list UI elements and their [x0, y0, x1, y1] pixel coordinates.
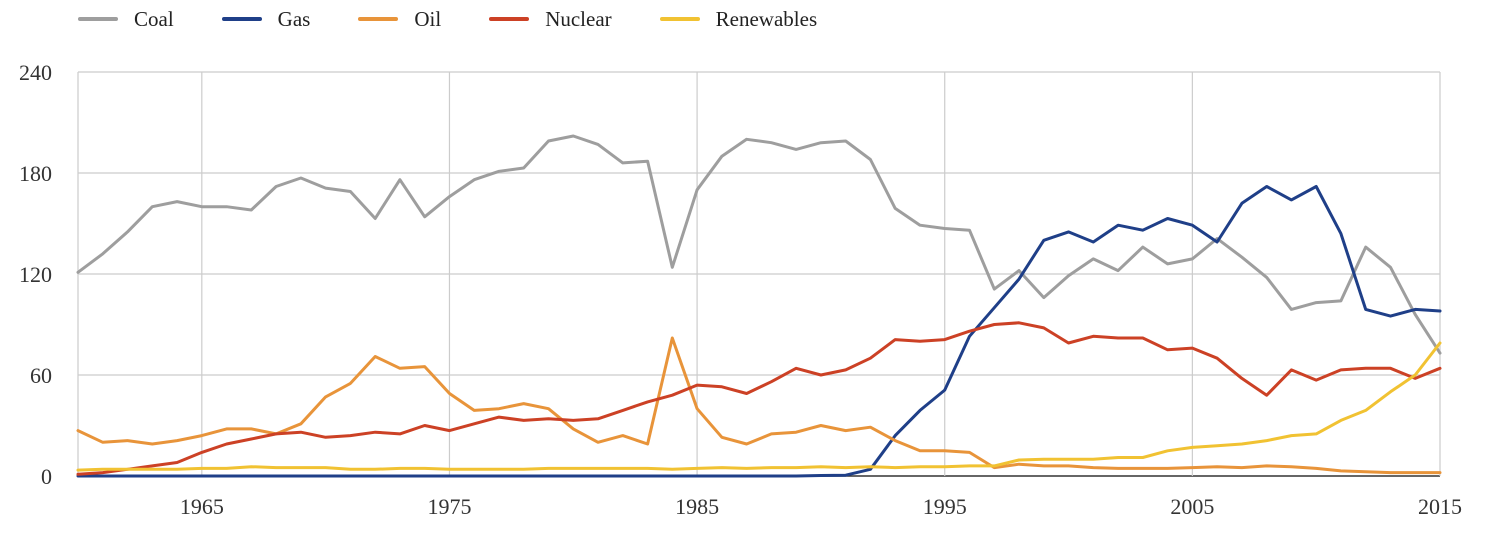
- series-line-oil[interactable]: [76, 336, 1442, 475]
- legend-item-renewables[interactable]: Renewables: [659, 6, 818, 32]
- legend-item-nuclear[interactable]: Nuclear: [489, 6, 612, 32]
- legend-swatch-nuclear: [489, 17, 530, 21]
- x-tick-label-2015: 2015: [1418, 494, 1462, 519]
- y-tick-label-180: 180: [19, 161, 52, 186]
- y-tick-label-0: 0: [41, 464, 52, 489]
- legend-item-coal[interactable]: Coal: [78, 7, 174, 32]
- series-lines: [76, 134, 1442, 478]
- y-tick-label-240: 240: [19, 60, 52, 85]
- x-tick-label-1965: 1965: [180, 494, 224, 519]
- legend-swatch-renewables: [659, 17, 700, 21]
- legend-item-oil[interactable]: Oil: [358, 7, 441, 32]
- legend-label-gas: Gas: [277, 6, 311, 31]
- y-tick-label-120: 120: [19, 262, 52, 287]
- legend-label-oil: Oil: [414, 6, 442, 31]
- series-line-renewables[interactable]: [76, 341, 1442, 472]
- x-tick-label-1985: 1985: [675, 494, 719, 519]
- tick-labels: 0 60 120 180 240 1965 1975 1985 1995 2005 2015: [19, 60, 1462, 519]
- series-line-gas[interactable]: [76, 185, 1442, 478]
- x-tick-label-2005: 2005: [1170, 494, 1214, 519]
- legend-label-coal: Coal: [134, 6, 174, 31]
- legend-label-nuclear: Nuclear: [545, 6, 612, 31]
- grid: [77, 71, 1441, 477]
- x-tick-label-1975: 1975: [427, 494, 471, 519]
- x-tick-label-1995: 1995: [923, 494, 967, 519]
- series-line-coal[interactable]: [76, 134, 1442, 355]
- legend-label-renewables: Renewables: [715, 6, 818, 31]
- y-tick-label-60: 60: [30, 363, 52, 388]
- series-line-nuclear[interactable]: [76, 321, 1442, 476]
- legend-swatch-gas: [221, 17, 262, 21]
- legend-swatch-coal: [78, 17, 118, 21]
- legend-swatch-oil: [358, 17, 399, 21]
- legend-item-gas[interactable]: Gas: [221, 6, 311, 32]
- legend: Coal Gas Oil Nuclear Renewables: [78, 4, 865, 34]
